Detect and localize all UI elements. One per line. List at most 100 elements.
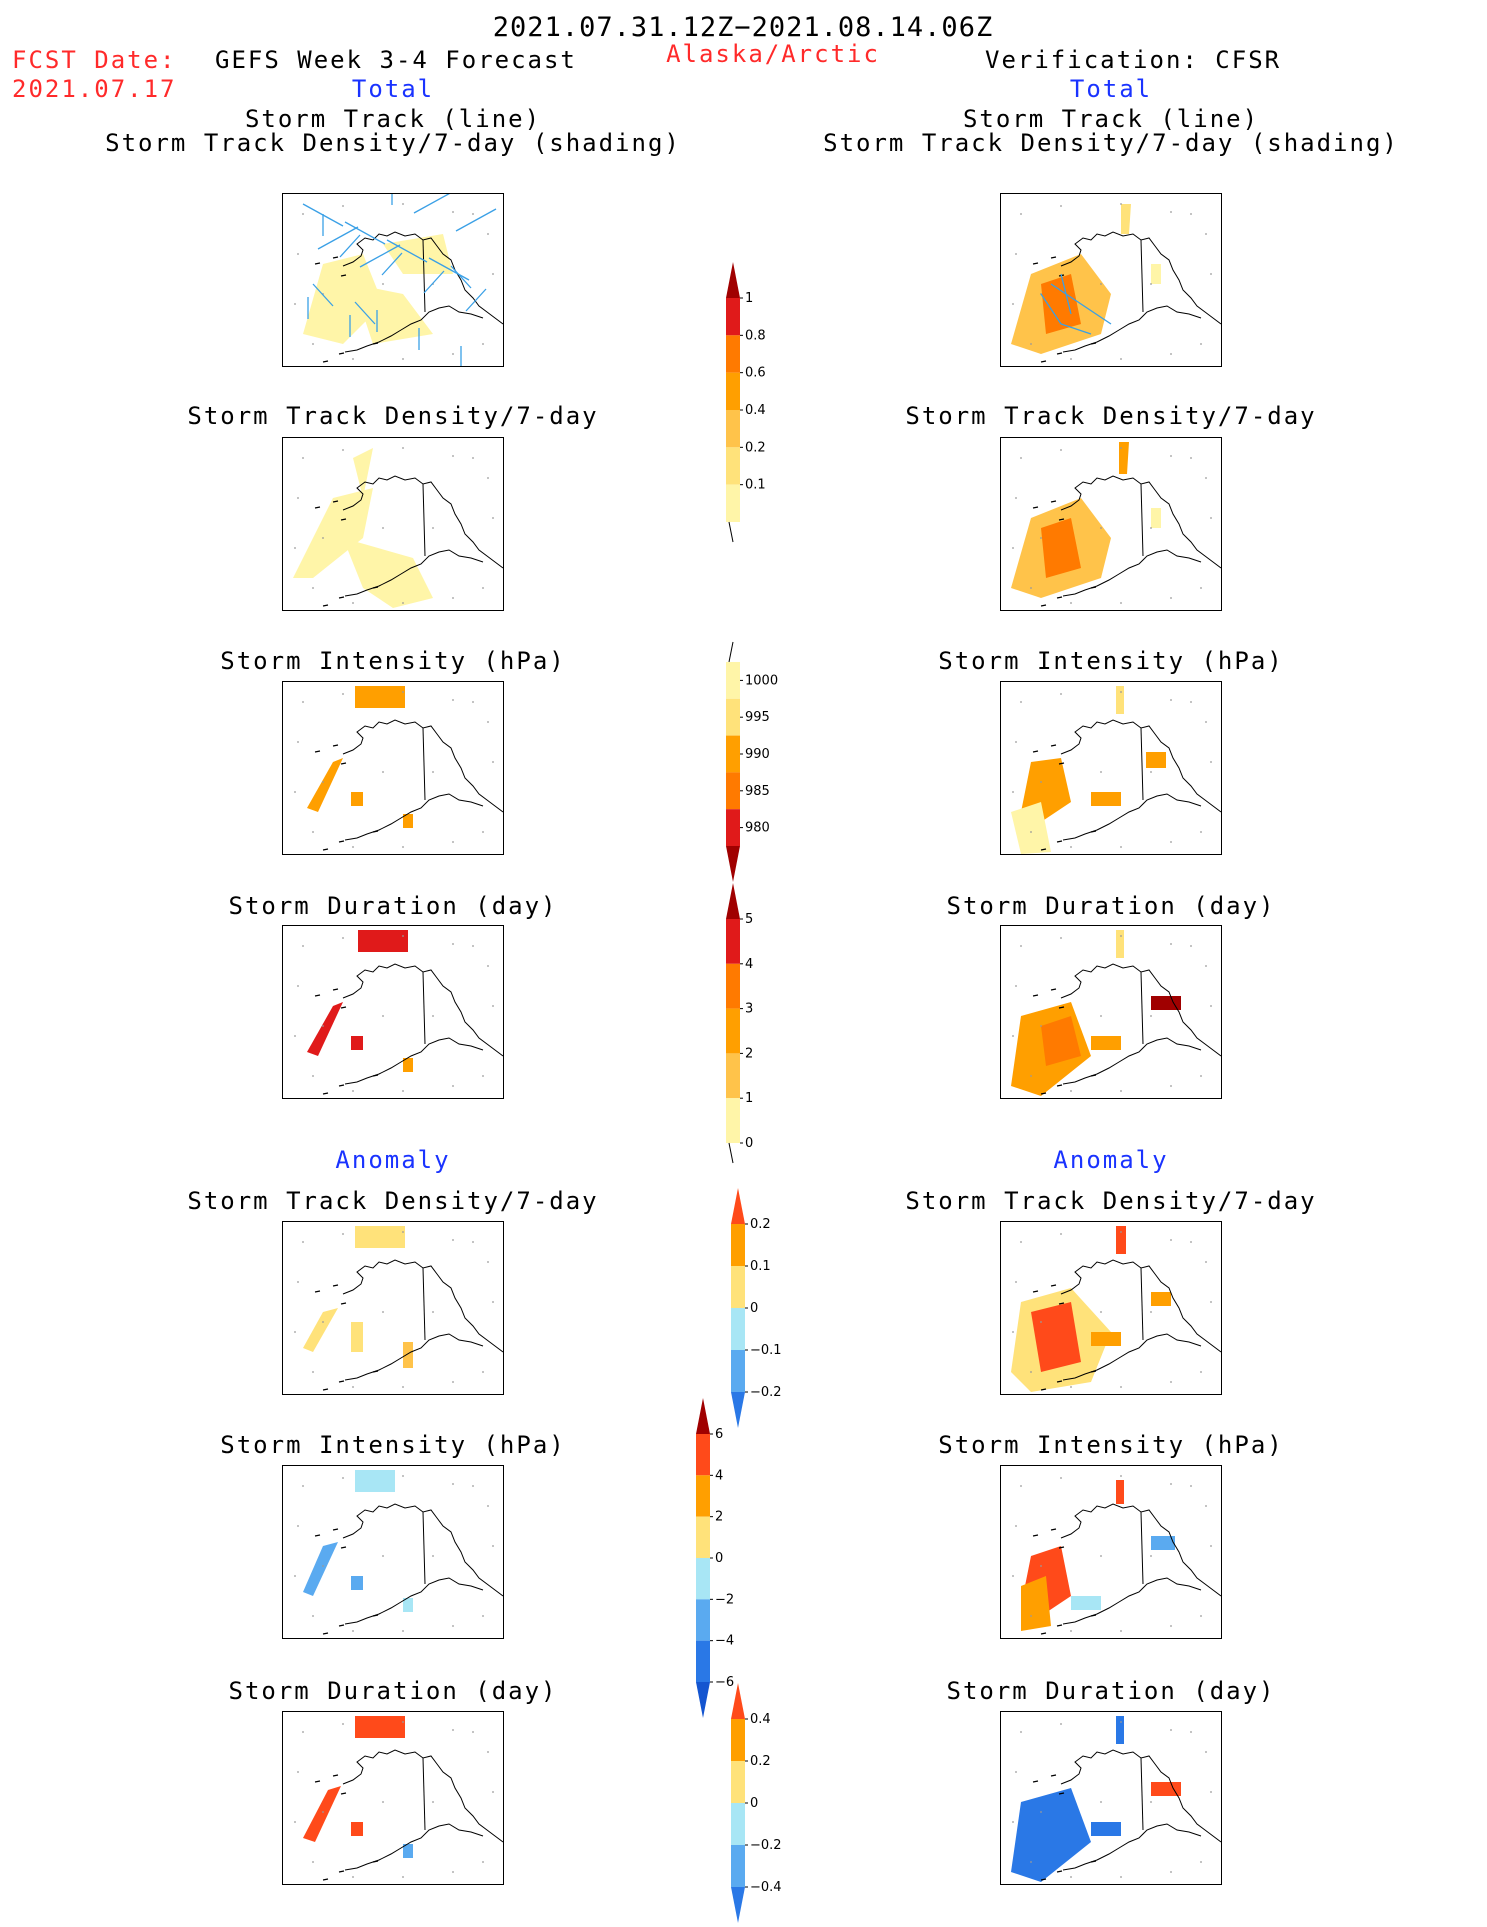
- graticule-dot: [1070, 1630, 1072, 1632]
- colorbar-anom-duration: 0.4 0.2 0 −0.2 −0.4: [721, 1683, 801, 1927]
- graticule-dot: [1020, 1241, 1022, 1243]
- graticule-dot: [482, 343, 484, 345]
- graticule-dot: [302, 457, 304, 459]
- intensity-cell: [1116, 686, 1124, 714]
- colorbar-tick-label: 0.6: [745, 366, 766, 381]
- island-mark: [1050, 1528, 1057, 1531]
- colorbar-bottom-triangle: [726, 846, 740, 882]
- island-mark: [1058, 1302, 1065, 1305]
- graticule-dot: [1030, 343, 1032, 345]
- right-title-intensity: Storm Intensity (hPa): [938, 647, 1284, 675]
- anomaly-density-cell: [1091, 1332, 1121, 1346]
- map-panel-left-intensity: [282, 681, 504, 855]
- colorbar-band: [726, 809, 740, 846]
- storm-track-line: [1050, 283, 1112, 325]
- graticule-dot: [297, 1525, 299, 1527]
- colorbar-band: [731, 1719, 745, 1761]
- graticule-dot: [1070, 1386, 1072, 1388]
- model-title: GEFS Week 3-4 Forecast: [215, 46, 577, 74]
- colorbar-bottom-triangle: [696, 1682, 710, 1718]
- island-mark: [1040, 1632, 1047, 1635]
- graticule-dot: [1200, 831, 1202, 833]
- graticule-dot: [1205, 477, 1207, 479]
- colorbar-tick-label: 0: [750, 1796, 758, 1811]
- graticule-dot: [452, 353, 454, 355]
- graticule-dot: [452, 1625, 454, 1627]
- graticule-dot: [1200, 343, 1202, 345]
- graticule-dot: [1100, 1015, 1102, 1017]
- southern-coastline: [344, 1037, 484, 1085]
- colorbar-svg: 0.4 0.2 0 −0.2 −0.4: [731, 1683, 782, 1923]
- graticule-dot: [294, 303, 296, 305]
- graticule-dot: [294, 547, 296, 549]
- graticule-dot: [487, 1505, 489, 1507]
- island-mark: [340, 1006, 347, 1009]
- island-mark: [340, 1302, 347, 1305]
- intensity-cell: [1146, 752, 1166, 768]
- right-title-anom-density: Storm Track Density/7-day: [905, 1187, 1317, 1215]
- graticule-dot: [492, 517, 494, 519]
- colorbar-tick-label: 980: [745, 821, 770, 836]
- graticule-dot: [452, 455, 454, 457]
- graticule-dot: [1120, 203, 1122, 205]
- graticule-dot: [487, 1751, 489, 1753]
- graticule-dot: [1205, 1505, 1207, 1507]
- graticule-dot: [1200, 1861, 1202, 1863]
- island-mark: [1040, 848, 1047, 851]
- island-mark: [1090, 1370, 1097, 1373]
- graticule-dot: [1190, 457, 1192, 459]
- island-mark: [1090, 1074, 1097, 1077]
- anomaly-duration-cell: [1116, 1716, 1124, 1744]
- graticule-dot: [342, 1477, 344, 1479]
- graticule-dot: [1030, 587, 1032, 589]
- island-mark: [1032, 1290, 1039, 1293]
- anomaly-density-cell: [1031, 1302, 1081, 1372]
- intensity-cell: [403, 814, 413, 828]
- graticule-dot: [402, 1721, 404, 1723]
- graticule-dot: [402, 1386, 404, 1388]
- graticule-dot: [1210, 517, 1212, 519]
- graticule-dot: [342, 205, 344, 207]
- colorbar-tick-label: 995: [745, 710, 770, 725]
- graticule-dot: [1210, 761, 1212, 763]
- graticule-dot: [492, 273, 494, 275]
- colorbar-band: [726, 298, 740, 336]
- map-panel-left-anom-density: [282, 1221, 504, 1395]
- graticule-dot: [1150, 1311, 1152, 1313]
- graticule-dot: [297, 253, 299, 255]
- left-title-intensity: Storm Intensity (hPa): [220, 647, 566, 675]
- anomaly-density-cell: [351, 1322, 363, 1352]
- map-svg: [294, 1716, 503, 1881]
- graticule-dot: [1030, 1371, 1032, 1373]
- left-title-duration: Storm Duration (day): [228, 892, 558, 920]
- graticule-dot: [487, 233, 489, 235]
- island-mark: [1056, 1084, 1063, 1087]
- island-mark: [1056, 840, 1063, 843]
- map-svg: [1011, 1226, 1221, 1392]
- graticule-dot: [1040, 781, 1042, 783]
- southern-coastline: [344, 549, 484, 597]
- southern-coastline: [1062, 793, 1202, 841]
- colorbar-total-density: 1 0.8 0.6 0.4 0.2 0.1: [716, 262, 796, 546]
- verification-title: Verification: CFSR: [985, 46, 1282, 74]
- graticule-dot: [1150, 1555, 1152, 1557]
- storm-track-line: [413, 194, 450, 214]
- island-mark: [1032, 262, 1039, 265]
- storm-track-line: [354, 301, 376, 325]
- island-mark: [372, 342, 379, 345]
- island-mark: [1050, 988, 1057, 991]
- density-shading: [303, 254, 383, 344]
- graticule-dot: [1150, 283, 1152, 285]
- duration-cell: [307, 1002, 343, 1056]
- graticule-dot: [432, 1801, 434, 1803]
- island-mark: [322, 604, 329, 607]
- fcst-date-value: 2021.07.17: [12, 75, 177, 103]
- graticule-dot: [1060, 937, 1062, 939]
- graticule-dot: [294, 1331, 296, 1333]
- island-mark: [1058, 518, 1065, 521]
- map-svg: [294, 1226, 503, 1391]
- graticule-dot: [487, 721, 489, 723]
- alaska-canada-border: [422, 1511, 426, 1585]
- island-mark: [338, 1870, 345, 1873]
- anomaly-header-right: Anomaly: [1053, 1146, 1169, 1174]
